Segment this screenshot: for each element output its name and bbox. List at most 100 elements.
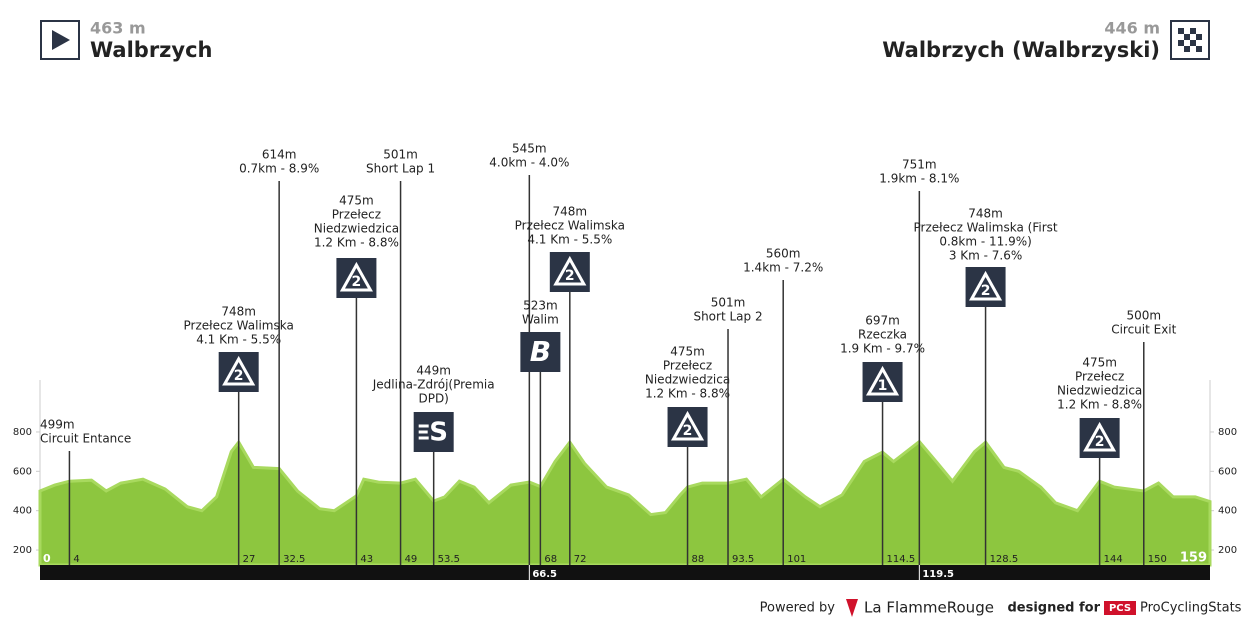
start-elevation: 463 m	[90, 19, 146, 38]
marker-label: 499m	[40, 418, 75, 432]
start-name: Walbrzych	[90, 38, 212, 62]
marker-label: 475m	[670, 345, 705, 359]
marker-label: 1.2 Km - 8.8%	[645, 387, 730, 401]
marker-label: 560m	[766, 247, 801, 261]
km-label: 128.5	[990, 554, 1019, 565]
marker-label: 614m	[262, 148, 297, 162]
marker-label: 475m	[339, 194, 374, 208]
marker-label: 449m	[416, 364, 451, 378]
marker-label: Circuit Exit	[1111, 323, 1176, 337]
marker-label: Przełecz Walimska	[515, 219, 625, 233]
marker-label: 523m	[523, 299, 558, 313]
marker-label: Walim	[522, 313, 559, 327]
km-label: 114.5	[887, 554, 916, 565]
icon-text: 2	[234, 368, 244, 384]
marker-label: Przełecz	[663, 359, 712, 373]
finish-elevation: 446 m	[1104, 19, 1160, 38]
category-icon: 2	[667, 407, 708, 447]
km-label: 144	[1104, 554, 1123, 565]
climb-triangle	[865, 365, 900, 396]
marker-label: 475m	[1082, 356, 1117, 370]
km-label: 101	[787, 554, 806, 565]
marker-label: Circuit Entance	[40, 432, 131, 446]
marker-label: Przełecz	[332, 208, 381, 222]
marker-label: Rzeczka	[858, 328, 907, 342]
marker-label: 748m	[968, 207, 1003, 221]
pcs-text: PCS	[1109, 603, 1131, 614]
marker-label: 501m	[711, 296, 746, 310]
y-tick-label: 200	[1218, 545, 1237, 556]
marker-label: 501m	[383, 148, 418, 162]
icon-box	[520, 332, 561, 372]
climb-triangle	[969, 270, 1003, 301]
y-tick-label: 800	[1218, 427, 1237, 438]
marker-label: Przełecz	[1075, 370, 1124, 384]
category-icon: 1	[862, 362, 903, 402]
km-label: 150	[1148, 554, 1167, 565]
finish-name: Walbrzych (Walbrzyski)	[882, 38, 1160, 62]
marker-label: 4.1 Km - 5.5%	[527, 233, 612, 247]
marker-label: 4.0km - 4.0%	[489, 156, 569, 170]
km-label: 119.5	[922, 569, 954, 580]
marker-label: 751m	[902, 158, 937, 172]
marker-label: 500m	[1126, 309, 1161, 323]
marker-label: Przełecz Walimska (First	[914, 221, 1058, 235]
km-label: 72	[574, 554, 587, 565]
icon-text: 1	[878, 378, 888, 394]
icon-text: 2	[981, 283, 991, 299]
marker-label: 1.2 Km - 8.8%	[314, 236, 399, 250]
y-tick-label: 400	[13, 506, 32, 517]
marker-label: 4.1 Km - 5.5%	[196, 333, 281, 347]
y-tick-label: 800	[13, 427, 32, 438]
designed-for: designed for	[1007, 601, 1100, 616]
pcs-badge	[1104, 601, 1136, 615]
marker-label: 3 Km - 7.6%	[949, 249, 1022, 263]
marker-label: Short Lap 1	[366, 162, 435, 176]
climb-triangle	[670, 410, 705, 441]
marker-label: 1.2 Km - 8.8%	[1057, 398, 1142, 412]
km-label: 68	[544, 554, 557, 565]
icon-text: 2	[1095, 434, 1105, 450]
km-label: 4	[73, 554, 79, 565]
marker-label: DPD)	[418, 392, 448, 406]
marker-label: Niedzwiedzica	[1057, 384, 1142, 398]
km-label: 53.5	[438, 554, 460, 565]
brand-pcs: ProCyclingStats	[1140, 601, 1242, 616]
climb-triangle	[222, 355, 256, 386]
icon-text: 2	[352, 274, 362, 290]
km-label: 43	[360, 554, 373, 565]
category-icon: B	[520, 332, 561, 372]
km-label: 32.5	[283, 554, 305, 565]
km-label: 159	[1180, 551, 1207, 566]
km-label: 49	[405, 554, 418, 565]
elevation-area	[38, 439, 1212, 567]
climb-triangle	[1083, 421, 1117, 452]
marker-label: Niedzwiedzica	[645, 373, 730, 387]
category-icon: 2	[549, 252, 590, 292]
category-icon: 2	[336, 258, 377, 298]
km-label: 93.5	[732, 554, 754, 565]
marker-label: 697m	[865, 314, 900, 328]
climb-triangle	[339, 261, 373, 292]
marker-label: 1.9km - 8.1%	[879, 172, 959, 186]
marker-label: Przełecz Walimska	[184, 319, 294, 333]
icon-text: 2	[565, 268, 575, 284]
marker-label: Niedzwiedzica	[314, 222, 399, 236]
km-label: 27	[243, 554, 256, 565]
marker-label: 0.7km - 8.9%	[239, 162, 319, 176]
y-tick-label: 400	[1218, 506, 1237, 517]
marker-label: Jedlina-Zdrój(Premia	[372, 378, 495, 392]
finish-icon	[1170, 20, 1210, 60]
km-label: 88	[692, 554, 705, 565]
y-tick-label: 600	[13, 466, 32, 477]
marker-label: 545m	[512, 142, 547, 156]
marker-label: 748m	[553, 205, 588, 219]
marker-label: Short Lap 2	[693, 310, 762, 324]
category-icon: 2	[1079, 418, 1120, 458]
km-label: 66.5	[532, 569, 557, 580]
start-icon	[40, 20, 80, 60]
marker-label: 1.4km - 7.2%	[743, 261, 823, 275]
category-icon: S	[413, 412, 454, 452]
y-tick-label: 600	[1218, 466, 1237, 477]
